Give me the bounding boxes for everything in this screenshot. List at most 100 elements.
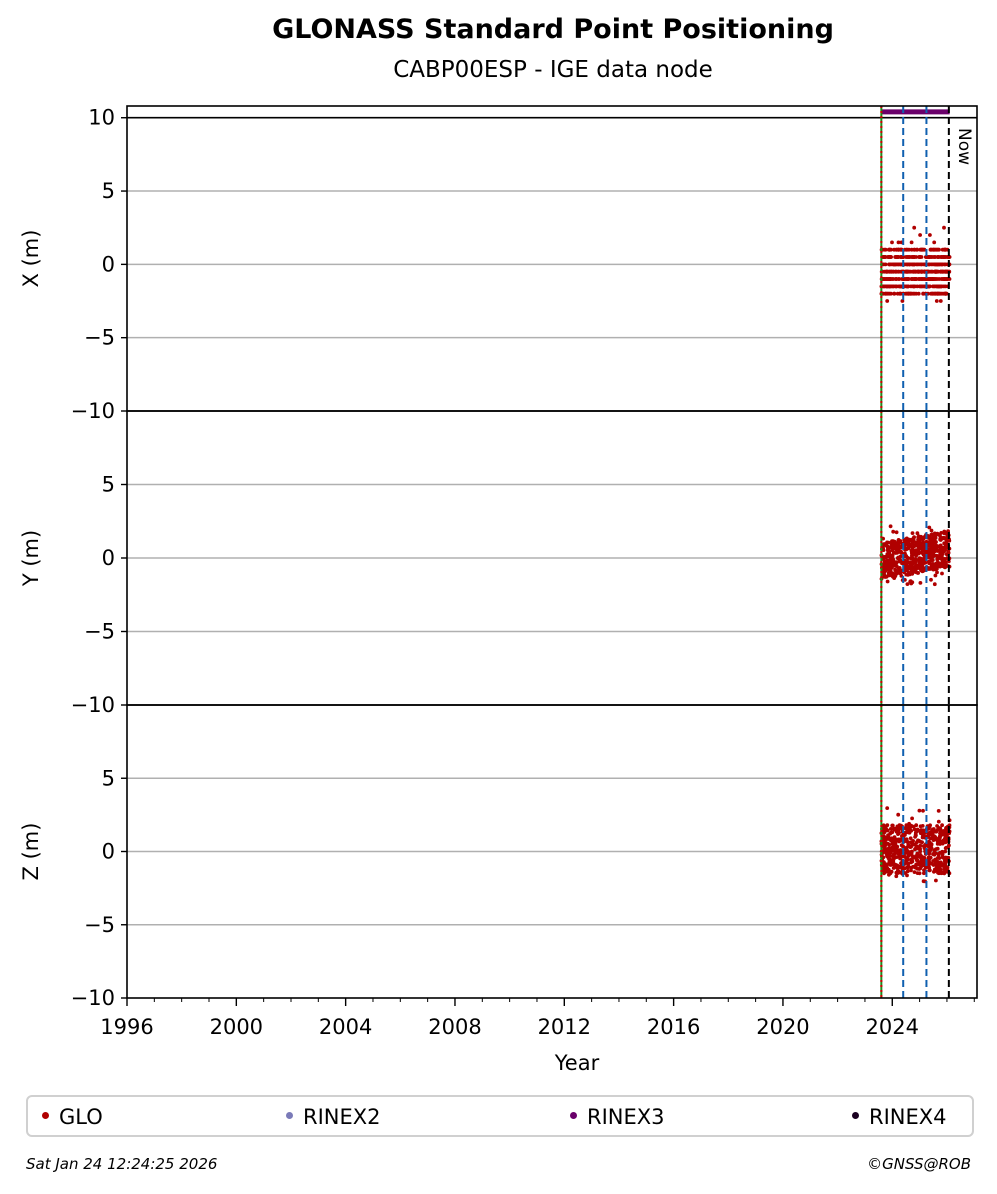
scatter-point bbox=[886, 247, 891, 252]
scatter-point bbox=[904, 850, 909, 855]
scatter-point bbox=[934, 561, 939, 566]
x-axis-label: Year bbox=[554, 1051, 600, 1075]
scatter-point bbox=[884, 864, 889, 869]
scatter-point bbox=[935, 570, 939, 575]
scatter-point bbox=[911, 536, 916, 541]
x-tick-label: 2024 bbox=[866, 1015, 919, 1039]
scatter-point bbox=[895, 855, 899, 859]
legend-item-rinex2: RINEX2 bbox=[286, 1105, 381, 1129]
scatter-point bbox=[902, 833, 907, 837]
scatter-point bbox=[888, 568, 893, 573]
scatter-point bbox=[942, 255, 947, 259]
scatter-point bbox=[918, 581, 923, 585]
x-tick-label: 2004 bbox=[319, 1015, 372, 1039]
legend-label-rinex4: RINEX4 bbox=[869, 1105, 947, 1129]
scatter-point bbox=[927, 284, 931, 289]
x-tick-label: 2008 bbox=[428, 1015, 481, 1039]
scatter-point bbox=[906, 830, 911, 835]
scatter-point bbox=[890, 862, 894, 867]
scatter-point bbox=[904, 291, 909, 296]
scatter-point bbox=[937, 856, 942, 860]
y-tick-label: −5 bbox=[84, 913, 115, 937]
x-tick-label: 2016 bbox=[647, 1015, 700, 1039]
scatter-point bbox=[935, 828, 940, 832]
scatter-point bbox=[908, 824, 912, 829]
scatter-point bbox=[927, 839, 931, 844]
scatter-point bbox=[915, 854, 920, 859]
scatter-point bbox=[940, 852, 945, 857]
scatter-point bbox=[914, 548, 919, 552]
scatter-point bbox=[896, 240, 901, 245]
scatter-point bbox=[887, 842, 892, 847]
scatter-point bbox=[916, 535, 921, 539]
scatter-point bbox=[898, 571, 903, 576]
scatter-point bbox=[946, 549, 951, 554]
scatter-point bbox=[919, 269, 924, 274]
series-glo-1 bbox=[879, 524, 952, 587]
scatter-point bbox=[947, 255, 951, 259]
scatter-point bbox=[934, 247, 938, 252]
scatter-point bbox=[912, 225, 917, 230]
scatter-point bbox=[914, 829, 919, 834]
scatter-point bbox=[933, 277, 938, 281]
scatter-point bbox=[887, 854, 892, 859]
scatter-point bbox=[882, 845, 887, 850]
y-tick-label: 10 bbox=[88, 106, 115, 130]
scatter-point bbox=[910, 572, 915, 576]
scatter-point bbox=[887, 262, 891, 267]
scatter-point bbox=[915, 247, 919, 252]
scatter-point bbox=[897, 269, 901, 274]
scatter-point bbox=[888, 524, 893, 529]
scatter-point bbox=[936, 852, 941, 856]
scatter-point bbox=[882, 870, 887, 875]
scatter-point bbox=[908, 556, 913, 561]
legend-item-rinex4: RINEX4 bbox=[852, 1105, 947, 1129]
scatter-point bbox=[921, 277, 925, 281]
scatter-point bbox=[903, 826, 908, 830]
scatter-point bbox=[890, 854, 895, 859]
scatter-point bbox=[885, 548, 890, 553]
legend-marker-glo bbox=[42, 1111, 49, 1119]
scatter-point bbox=[933, 573, 938, 578]
scatter-point bbox=[920, 824, 925, 828]
scatter-point bbox=[891, 284, 895, 289]
scatter-point bbox=[918, 255, 922, 259]
scatter-point bbox=[935, 846, 940, 851]
scatter-point bbox=[908, 836, 913, 841]
scatter-point bbox=[905, 582, 910, 586]
scatter-point bbox=[887, 291, 892, 296]
scatter-point bbox=[897, 277, 902, 281]
scatter-point bbox=[911, 269, 916, 274]
scatter-point bbox=[942, 871, 947, 876]
legend-marker-rinex2 bbox=[286, 1111, 293, 1119]
scatter-point bbox=[884, 554, 889, 559]
scatter-point bbox=[914, 291, 918, 296]
scatter-point bbox=[916, 262, 921, 267]
footer-timestamp: Sat Jan 24 12:24:25 2026 bbox=[26, 1155, 218, 1173]
scatter-point bbox=[927, 868, 932, 873]
scatter-point bbox=[940, 823, 944, 828]
scatter-point bbox=[929, 577, 933, 582]
scatter-point bbox=[931, 852, 935, 856]
scatter-point bbox=[909, 284, 913, 289]
scatter-point bbox=[927, 844, 932, 849]
scatter-point bbox=[943, 840, 948, 845]
scatter-point bbox=[891, 866, 896, 870]
y-tick-label: 5 bbox=[102, 473, 115, 497]
scatter-point bbox=[943, 562, 948, 567]
scatter-point bbox=[944, 845, 949, 850]
scatter-point bbox=[897, 827, 901, 832]
x-tick-label: 2020 bbox=[756, 1015, 809, 1039]
scatter-point bbox=[929, 528, 934, 533]
scatter-point bbox=[927, 851, 932, 856]
scatter-point bbox=[909, 857, 913, 862]
scatter-point bbox=[917, 862, 922, 867]
y-tick-label: −10 bbox=[71, 986, 115, 1010]
scatter-point bbox=[891, 550, 896, 555]
scatter-point bbox=[931, 533, 936, 537]
scatter-point bbox=[910, 277, 915, 281]
scatter-point bbox=[918, 233, 922, 237]
scatter-point bbox=[910, 580, 915, 585]
scatter-point bbox=[888, 859, 892, 864]
scatter-point bbox=[926, 832, 931, 837]
